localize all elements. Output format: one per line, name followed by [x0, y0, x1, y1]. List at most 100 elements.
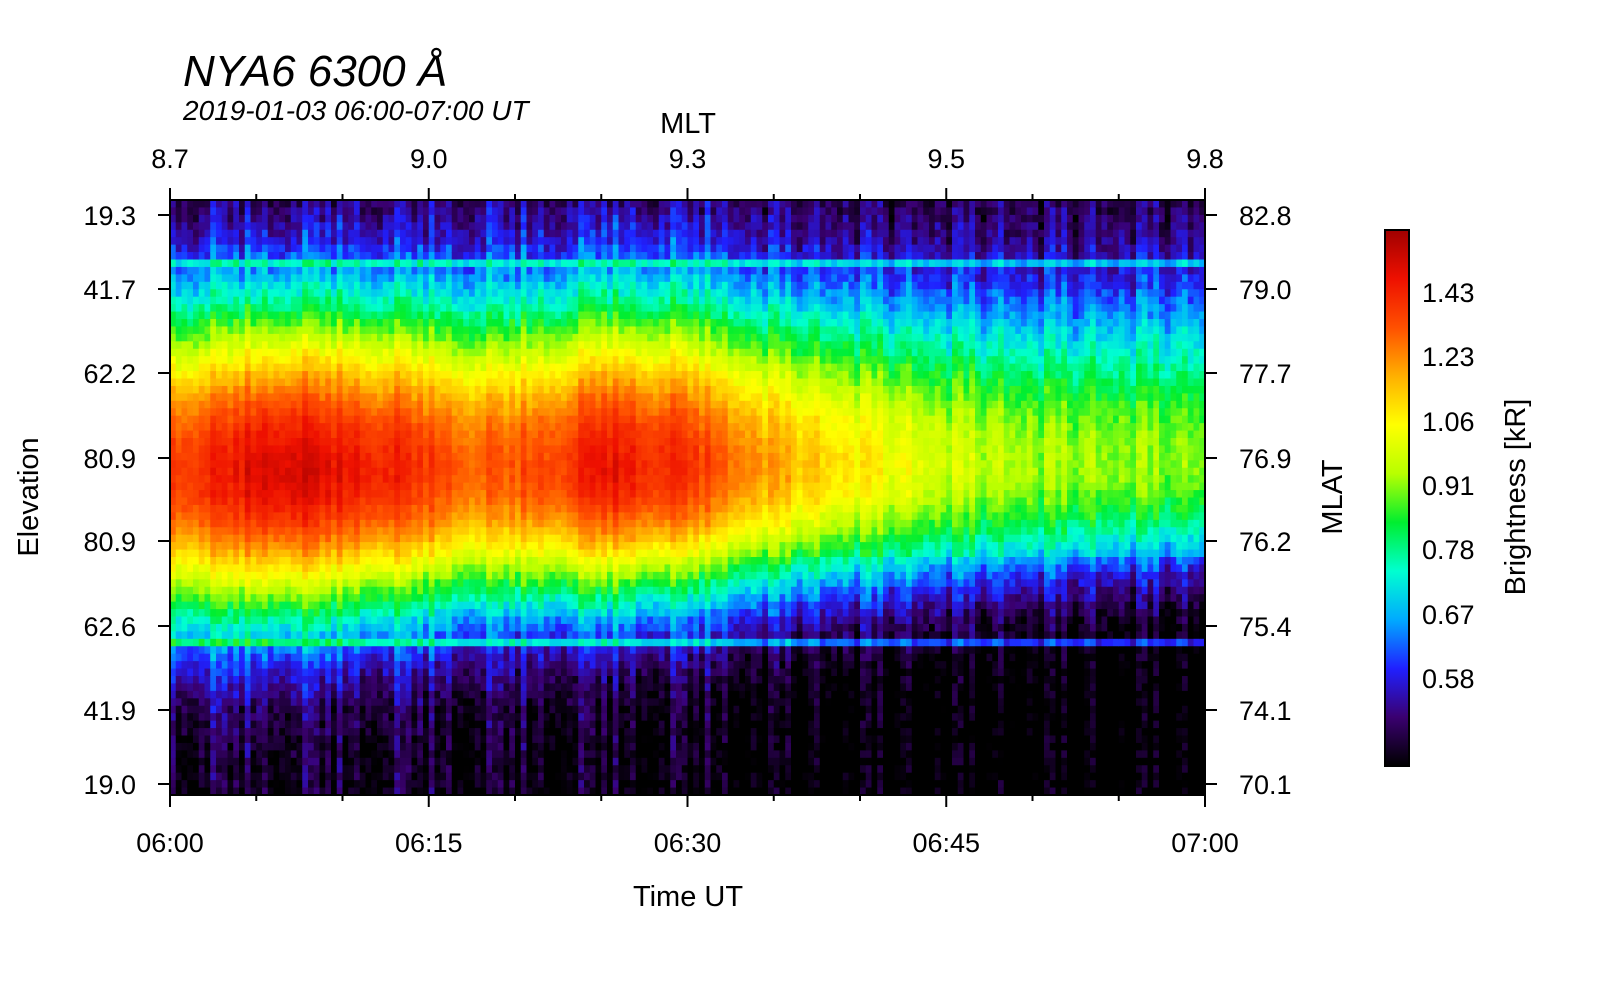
- heatmap-cell: [331, 266, 338, 275]
- heatmap-cell: [388, 713, 395, 722]
- heatmap-cell: [227, 490, 234, 499]
- heatmap-cell: [256, 408, 263, 417]
- heatmap-cell: [405, 200, 413, 209]
- heatmap-cell: [365, 356, 372, 365]
- heatmap-cell: [290, 326, 298, 335]
- heatmap-cell: [388, 438, 395, 447]
- heatmap-cell: [319, 319, 326, 328]
- heatmap-cell: [279, 772, 286, 781]
- heatmap-cell: [325, 356, 332, 365]
- heatmap-cell: [474, 690, 482, 699]
- heatmap-cell: [371, 586, 378, 595]
- heatmap-cell: [382, 341, 390, 350]
- heatmap-cell: [411, 274, 418, 283]
- heatmap-cell: [216, 311, 223, 320]
- heatmap-cell: [279, 430, 286, 439]
- heatmap-cell: [371, 780, 378, 789]
- heatmap-cell: [325, 542, 332, 551]
- heatmap-cell: [417, 281, 424, 290]
- heatmap-cell: [262, 750, 269, 759]
- heatmap-cell: [331, 400, 338, 409]
- heatmap-cell: [187, 557, 194, 566]
- heatmap-cell: [256, 281, 263, 290]
- heatmap-cell: [423, 229, 430, 238]
- heatmap-cell: [210, 579, 217, 588]
- heatmap-cell: [434, 579, 441, 588]
- heatmap-cell: [181, 423, 188, 432]
- heatmap-cell: [428, 304, 436, 313]
- heatmap-cell: [509, 333, 516, 342]
- heatmap-cell: [239, 586, 246, 595]
- heatmap-cell: [515, 274, 522, 283]
- heatmap-cell: [469, 430, 476, 439]
- heatmap-cell: [486, 668, 493, 677]
- heatmap-cell: [348, 378, 355, 387]
- heatmap-cell: [451, 504, 459, 513]
- heatmap-cell: [377, 676, 384, 685]
- heatmap-cell: [348, 705, 355, 714]
- heatmap-cell: [342, 728, 349, 737]
- heatmap-cell: [331, 214, 338, 223]
- heatmap-cell: [198, 571, 206, 580]
- heatmap-cell: [204, 222, 211, 231]
- heatmap-cell: [308, 504, 315, 513]
- heatmap-cell: [198, 534, 206, 543]
- heatmap-cell: [198, 564, 206, 573]
- heatmap-cell: [216, 304, 223, 313]
- heatmap-cell: [469, 207, 476, 216]
- heatmap-cell: [348, 742, 355, 751]
- heatmap-cell: [463, 415, 470, 424]
- heatmap-cell: [428, 542, 436, 551]
- heatmap-cell: [497, 646, 505, 655]
- heatmap-cell: [279, 705, 286, 714]
- heatmap-cell: [348, 415, 355, 424]
- heatmap-cell: [515, 534, 522, 543]
- heatmap-cell: [302, 222, 309, 231]
- heatmap-cell: [486, 519, 493, 528]
- heatmap-cell: [394, 207, 401, 216]
- heatmap-cell: [497, 549, 505, 558]
- heatmap-cell: [480, 467, 487, 476]
- heatmap-cell: [204, 601, 211, 610]
- heatmap-cell: [336, 400, 344, 409]
- heatmap-cell: [411, 631, 418, 640]
- heatmap-cell: [509, 371, 516, 380]
- heatmap-cell: [296, 586, 303, 595]
- heatmap-cell: [256, 400, 263, 409]
- heatmap-cell: [446, 408, 453, 417]
- heatmap-cell: [480, 787, 487, 796]
- heatmap-cell: [469, 490, 476, 499]
- heatmap-cell: [198, 274, 206, 283]
- heatmap-cell: [336, 371, 344, 380]
- heatmap-cell: [382, 319, 390, 328]
- heatmap-cell: [388, 341, 395, 350]
- heatmap-cell: [382, 378, 390, 387]
- heatmap-cell: [440, 579, 447, 588]
- heatmap-cell: [509, 393, 516, 402]
- heatmap-cell: [285, 274, 292, 283]
- heatmap-cell: [175, 259, 183, 268]
- heatmap-cell: [216, 750, 223, 759]
- heatmap-cell: [210, 423, 217, 432]
- heatmap-cell: [503, 646, 510, 655]
- heatmap-cell: [492, 594, 499, 603]
- heatmap-cell: [262, 445, 269, 454]
- heatmap-cell: [331, 594, 338, 603]
- heatmap-cell: [451, 490, 459, 499]
- heatmap-cell: [302, 266, 309, 275]
- heatmap-cell: [181, 333, 188, 342]
- heatmap-cell: [193, 274, 200, 283]
- heatmap-cell: [440, 289, 447, 298]
- heatmap-cell: [520, 504, 528, 513]
- heatmap-cell: [296, 519, 303, 528]
- heatmap-cell: [285, 490, 292, 499]
- heatmap-cell: [388, 631, 395, 640]
- heatmap-cell: [400, 200, 407, 209]
- heatmap-cell: [515, 244, 522, 253]
- heatmap-cell: [285, 385, 292, 394]
- heatmap-cell: [434, 438, 441, 447]
- heatmap-cell: [290, 497, 298, 506]
- heatmap-cell: [417, 467, 424, 476]
- heatmap-cell: [233, 430, 240, 439]
- heatmap-cell: [440, 252, 447, 261]
